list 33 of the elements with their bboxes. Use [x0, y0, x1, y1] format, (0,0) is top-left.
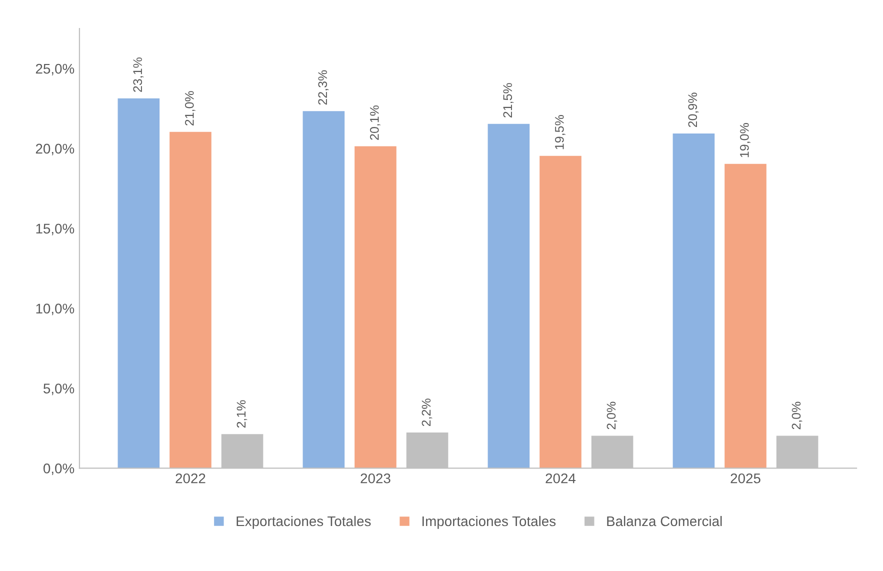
bar: [540, 156, 582, 468]
y-tick-label: 25,0%: [36, 64, 74, 76]
data-label: 22,3%: [318, 70, 329, 105]
data-label: 2,0%: [606, 402, 618, 430]
data-label: 20,9%: [688, 92, 699, 128]
bar: [672, 134, 715, 468]
legend-label: Exportaciones Totales: [236, 516, 371, 529]
x-tick-label: 2025: [730, 473, 760, 484]
bar: [354, 146, 396, 468]
data-label: 23,1%: [133, 58, 144, 92]
data-label: 19,5%: [555, 115, 566, 150]
legend-label: Balanza Comercial: [607, 516, 722, 526]
data-label: 20,1%: [370, 105, 380, 140]
y-tick-label: 20,0%: [36, 144, 74, 156]
x-tick-label: 2023: [360, 473, 390, 484]
data-label: 2,0%: [792, 402, 802, 430]
bar: [170, 132, 212, 468]
bar: [724, 164, 766, 468]
data-label: 21,5%: [503, 83, 514, 118]
y-tick-label: 15,0%: [36, 224, 74, 236]
legend-label: Importaciones Totales: [422, 516, 556, 529]
data-label: 2,1%: [236, 400, 248, 428]
data-label: 2,2%: [422, 398, 432, 426]
data-label: 19,0%: [740, 123, 750, 158]
bar: [302, 111, 345, 468]
x-tick-label: 2024: [546, 473, 576, 484]
x-tick-label: 2022: [176, 473, 206, 484]
y-tick-label: 5,0%: [44, 384, 74, 396]
bar: [488, 124, 530, 468]
y-tick-label: 10,0%: [36, 304, 74, 316]
y-tick-label: 0,0%: [43, 464, 74, 476]
data-label: 21,0%: [184, 91, 196, 126]
bar: [118, 98, 160, 468]
